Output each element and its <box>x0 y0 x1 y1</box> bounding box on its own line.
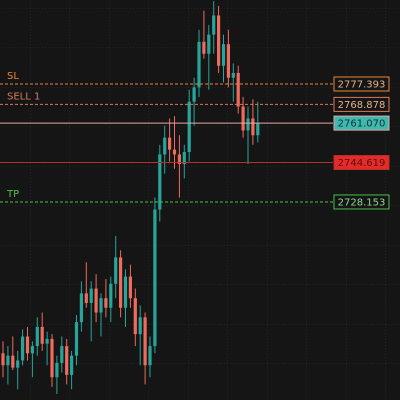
candle-body <box>246 118 250 131</box>
price-label: 2728.153 <box>338 197 386 208</box>
level-name: SELL 1 <box>7 91 40 102</box>
price-label: 2768.878 <box>338 100 386 111</box>
candle-body <box>256 123 260 136</box>
candle-body <box>143 317 147 366</box>
candle-body <box>60 346 64 363</box>
candle-body <box>148 346 152 366</box>
candle-body <box>79 293 83 323</box>
candle-body <box>89 288 93 303</box>
price-label: 2761.070 <box>338 119 386 130</box>
candle-body <box>65 346 69 375</box>
candle-body <box>241 106 245 131</box>
candle-body <box>123 276 128 308</box>
candle-body <box>163 137 167 155</box>
price-label-box <box>333 155 390 171</box>
candle-body <box>109 283 113 308</box>
candle-body <box>226 44 230 78</box>
candle-body <box>138 317 142 335</box>
candle-body <box>182 152 186 165</box>
candle-body <box>172 149 177 155</box>
candle-body <box>158 154 162 210</box>
candle-body <box>74 322 79 356</box>
candle-body <box>168 137 172 150</box>
candle-body <box>84 293 88 303</box>
candle-body <box>55 362 59 378</box>
candle-body <box>207 34 211 54</box>
candle-body <box>128 276 132 299</box>
candle-body <box>153 209 157 347</box>
level-name: SL <box>7 71 19 82</box>
candle-body <box>221 44 226 66</box>
candle-body <box>133 298 137 335</box>
candle-body <box>21 336 25 361</box>
candle-body <box>30 346 34 354</box>
candle-body <box>70 355 74 375</box>
candle-body <box>99 298 103 313</box>
candle-body <box>251 118 255 136</box>
price-label: 2777.393 <box>338 79 386 90</box>
candle-body <box>25 336 30 354</box>
candle-body <box>231 72 235 78</box>
candle-body <box>192 87 196 102</box>
candle-body <box>217 15 221 66</box>
level-name: TP <box>6 189 19 200</box>
candle-body <box>236 72 240 107</box>
candle-body <box>212 15 216 35</box>
candle-body <box>45 338 49 344</box>
candle-body <box>177 154 181 165</box>
price-label-box <box>333 96 390 112</box>
candle-body <box>119 257 123 308</box>
candle-body <box>11 355 15 368</box>
candle-body <box>197 41 201 88</box>
candle-body <box>16 360 20 368</box>
candle-body <box>35 326 39 347</box>
candle-body <box>6 355 10 366</box>
price-label: 2744.619 <box>338 158 386 169</box>
candle-body <box>50 338 54 378</box>
candle-body <box>40 326 44 344</box>
candle-body <box>1 353 5 366</box>
candle-body <box>114 257 118 284</box>
candle-body <box>104 298 108 308</box>
candle-body <box>202 41 206 54</box>
candles <box>1 1 260 395</box>
price-label-box <box>333 76 390 92</box>
candle-body <box>187 101 191 153</box>
candle-body <box>94 288 98 313</box>
levels: SL 2777.393 SELL 1 2768.878 2761.070 2744.619… <box>0 71 390 210</box>
price-label-box <box>333 115 390 131</box>
price-label-box <box>333 194 390 210</box>
